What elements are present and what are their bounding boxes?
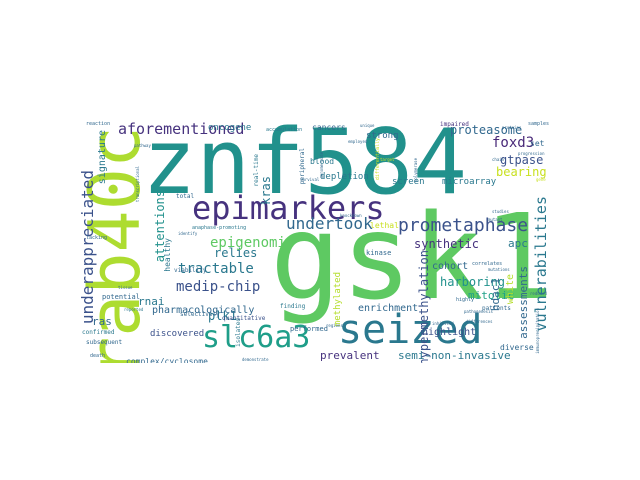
word-cancers: cancers (312, 123, 346, 132)
word-microarray: microarray (442, 177, 497, 187)
word-signature: signature (97, 130, 108, 185)
word-relies: relies (214, 246, 258, 260)
word-apc: apc (508, 237, 528, 250)
word-samples: samples (528, 121, 550, 127)
word-lacking: lacking (86, 235, 108, 241)
word-kinase: kinase (366, 249, 392, 257)
word-discovered: discovered (150, 329, 205, 339)
word-employed: employed (348, 139, 368, 144)
word-gene: gene (536, 177, 546, 182)
word-real-time: real-time (253, 154, 260, 187)
word-progression: progression (518, 151, 545, 156)
word-unique: unique (360, 123, 375, 128)
word-highly: highly (456, 297, 475, 303)
word-quantitative: quantitative (222, 315, 266, 322)
word-target: target (380, 157, 395, 162)
word-proteasome: proteasome (450, 123, 523, 137)
word-total: total (176, 193, 195, 200)
word-selectively: selectively (180, 311, 220, 318)
word-pathway: pathway (134, 143, 151, 148)
word-synthetic: synthetic (414, 237, 480, 251)
word-ras: ras (92, 315, 112, 328)
word-viability: viability (174, 267, 207, 274)
word-death: death (90, 353, 106, 359)
word-patients: patients (482, 305, 511, 312)
word-lethal: lethal (370, 221, 399, 230)
word-hypermethylation: hypermethylation (417, 250, 431, 363)
word-prometaphase: prometaphase (398, 215, 529, 236)
word-finding: finding (280, 303, 306, 310)
word-correlates: correlates (472, 261, 503, 267)
word-epimarkers: epimarkers (192, 189, 385, 227)
word-reported: reported (124, 307, 144, 312)
word-differences: differences (466, 319, 493, 324)
word-impaired: impaired (440, 121, 469, 128)
word-tissue: tissue (118, 285, 133, 290)
word-assessments: assessments (517, 266, 530, 339)
word-transcriptional: transcriptional (135, 166, 140, 203)
word-chain: chain (492, 157, 505, 162)
word-anaphase-promoting: anaphase-promoting (192, 225, 247, 231)
word-mutations: mutations (488, 267, 510, 272)
word-epigenomic: epigenomic (210, 235, 295, 251)
word-depletion: depletion (320, 172, 369, 182)
word-screen: screen (392, 177, 425, 187)
word-gtpase: gtpase (500, 153, 544, 167)
word-confirmed: confirmed (82, 329, 115, 336)
word-znf584: znf584 (142, 118, 468, 215)
word-inhibited: inhibited (432, 321, 454, 326)
word-mutant: mutant (488, 217, 503, 222)
word-knockdown: knockdown (340, 213, 362, 218)
word-set: set (530, 139, 545, 148)
word-aforementioned: aforementioned (118, 120, 245, 138)
word-highlight: highlight (422, 327, 477, 338)
word-genome-wide: genome-wide (319, 152, 324, 179)
word-diverse: diverse (500, 343, 534, 352)
word-plk1: plk1 (208, 309, 237, 323)
word-pathogenesis: pathogenesis (464, 309, 493, 314)
word-reduced: reduced (530, 291, 547, 296)
word-enrichment: enrichment (358, 303, 419, 314)
word-complex-cyclosome: complex/cyclosome (126, 357, 208, 364)
word-regions: regions (326, 323, 343, 328)
word-strong: strong (366, 131, 399, 141)
word-subsequent: subsequent (86, 339, 123, 346)
word-studies: studies (492, 209, 509, 214)
word-accumulation: accumulation (266, 127, 303, 133)
word-semi-non-invasive: semi-non-invasive (398, 349, 511, 362)
word-oncogene: oncogene (208, 123, 252, 133)
word-medip-chip: medip-chip (176, 279, 261, 295)
word-seized: seized (338, 307, 483, 353)
word-undertook: undertook (286, 214, 373, 233)
word-underappreciated: underappreciated (80, 170, 97, 325)
word-polymerase: polymerase (413, 158, 418, 183)
word-healthy: healthy (163, 238, 172, 272)
word-white: white (505, 274, 516, 305)
word-cloud: gsk1 znf584 rab40c seized epimarkers slc6a3 pr… (80, 118, 560, 363)
word-immunoprecipitation: immunoprecipitation (535, 308, 540, 354)
word-reaction: reaction (86, 121, 111, 127)
word-harboring: harboring (440, 275, 506, 289)
word-kras: kras (259, 176, 273, 205)
word-isolated: isolated (235, 318, 242, 347)
word-pharmacologically: pharmacologically (152, 305, 255, 316)
word-foxd3: foxd3 (492, 135, 535, 151)
word-slc6a3: slc6a3 (202, 320, 311, 355)
word-cohort: cohort (432, 261, 469, 272)
word-survival: survival (300, 177, 320, 182)
word-prevalent: prevalent (320, 349, 380, 362)
word-proteins: proteins (502, 125, 522, 130)
word-potential: potential (102, 293, 140, 301)
word-demonstrate: demonstrate (242, 357, 269, 362)
word-blood: blood (310, 157, 335, 166)
word-mitotic: mitotic (468, 289, 515, 302)
word-gsk1: gsk1 (270, 188, 555, 326)
word-tractable: tractable (178, 261, 254, 277)
word-performed: performed (290, 325, 328, 333)
word-methylated: methylated (333, 272, 343, 327)
word-bearing: bearing (496, 165, 547, 179)
word-identify: identify (178, 231, 198, 236)
word-rnai: rnai (138, 295, 165, 308)
